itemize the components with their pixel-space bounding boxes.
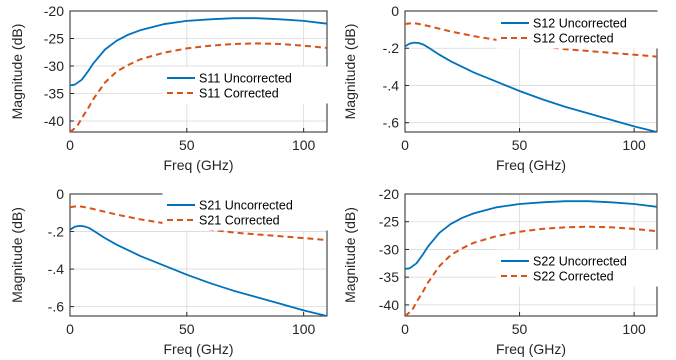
legend-label: S11 Corrected — [199, 87, 279, 101]
y-tick-label: -25 — [379, 214, 399, 230]
legend-label: S12 Uncorrected — [533, 17, 627, 31]
y-tick-label: -20 — [379, 186, 399, 202]
y-tick-label: -35 — [379, 269, 399, 285]
y-tick-label: -.6 — [48, 299, 65, 315]
x-axis-label: Freq (GHz) — [164, 157, 234, 173]
y-tick-label: -.4 — [383, 77, 400, 93]
y-axis-label: Magnitude (dB) — [9, 207, 25, 303]
y-tick-label: -.2 — [383, 40, 400, 56]
x-tick-label: 50 — [179, 321, 195, 337]
y-tick-label: -30 — [379, 241, 399, 257]
y-tick-label: -40 — [379, 297, 399, 313]
series-line-corrected — [70, 42, 327, 132]
series-line-uncorrected — [70, 17, 327, 87]
axes-box — [404, 10, 658, 133]
y-tick-label: -.6 — [383, 115, 400, 131]
y-tick-label: -20 — [44, 3, 64, 19]
y-axis-label: Magnitude (dB) — [342, 24, 358, 120]
y-tick-label: -40 — [44, 113, 64, 129]
legend-label: S22 Uncorrected — [533, 255, 627, 269]
x-tick-label: 100 — [292, 321, 316, 337]
y-tick-label: -30 — [44, 58, 64, 74]
x-axis-label: Freq (GHz) — [496, 157, 566, 173]
legend-label: S21 Corrected — [199, 214, 280, 228]
x-tick-label: 50 — [179, 137, 195, 153]
series-line-corrected — [405, 225, 657, 316]
series-line-uncorrected — [405, 41, 657, 132]
y-axis-label: Magnitude (dB) — [342, 207, 358, 303]
y-tick-label: 0 — [56, 186, 64, 202]
y-tick-label: 0 — [391, 3, 399, 19]
x-tick-label: 100 — [622, 321, 646, 337]
legend-label: S21 Uncorrected — [199, 199, 293, 213]
x-axis-label: Freq (GHz) — [496, 341, 566, 357]
y-tick-label: -.2 — [48, 224, 65, 240]
legend-box — [162, 66, 328, 104]
y-tick-label: -25 — [44, 31, 64, 47]
x-tick-label: 50 — [512, 137, 528, 153]
x-tick-label: 0 — [66, 321, 74, 337]
y-tick-label: -35 — [44, 86, 64, 102]
x-axis-label: Freq (GHz) — [164, 341, 234, 357]
legend-label: S12 Corrected — [533, 32, 614, 46]
x-tick-label: 0 — [401, 321, 409, 337]
x-tick-label: 0 — [66, 137, 74, 153]
legend-label: S22 Corrected — [533, 270, 614, 284]
legend-box — [162, 193, 328, 231]
x-tick-label: 0 — [401, 137, 409, 153]
series-line-uncorrected — [405, 200, 657, 270]
chart-panel-3: 0 50 100 0 -.2 -.4 -.6 Freq (GHz) Magnitude (dB)… — [9, 186, 328, 357]
legend-box — [496, 249, 658, 287]
y-axis-label: Magnitude (dB) — [9, 24, 25, 120]
x-tick-label: 100 — [622, 137, 646, 153]
legend-box — [496, 11, 658, 49]
chart-panel-4: 0 50 100 -20 -25 -30 -35 -40 Freq (GHz) Magnitude… — [342, 186, 658, 357]
x-tick-label: 100 — [292, 137, 316, 153]
chart-panel-1: 0 50 100 -20 -25 -30 -35 -40 Freq (GHz) Magnitude… — [9, 3, 328, 173]
chart-panel-2: 0 50 100 0 -.2 -.4 -.6 Freq (GHz) Magnitude (dB)… — [342, 3, 658, 173]
x-tick-label: 50 — [512, 321, 528, 337]
legend-label: S11 Uncorrected — [199, 72, 292, 86]
y-tick-label: -.4 — [48, 261, 65, 277]
series-line-uncorrected — [70, 224, 327, 316]
